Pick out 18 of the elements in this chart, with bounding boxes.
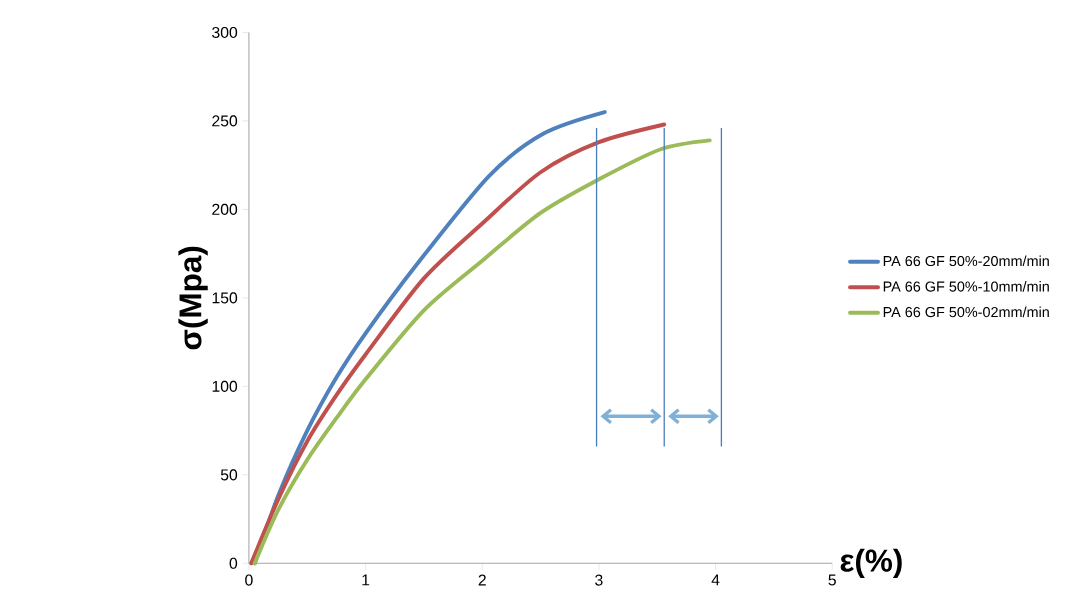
x-tick-label: 2	[478, 574, 486, 586]
y-tick-label: 250	[212, 115, 238, 127]
x-axis-title: ε(%)	[840, 548, 902, 578]
legend-label: PA 66 GF 50%-10mm/min	[883, 280, 1049, 292]
y-tick-label: 150	[212, 292, 238, 304]
x-tick-label: 5	[828, 574, 836, 586]
y-tick-label: 300	[212, 26, 238, 38]
y-tick-label: 100	[212, 380, 238, 392]
x-tick-label: 4	[711, 574, 720, 586]
y-axis-title: σ(Mpa)	[178, 246, 208, 350]
legend-label: PA 66 GF 50%-20mm/min	[883, 255, 1049, 266]
x-tick-label: 3	[595, 574, 603, 586]
y-tick-label: 0	[229, 557, 238, 569]
x-tick-label: 0	[245, 574, 253, 586]
x-tick-label: 1	[362, 574, 370, 586]
legend-label: PA 66 GF 50%-02mm/min	[883, 306, 1049, 317]
y-tick-label: 200	[212, 203, 238, 215]
y-tick-label: 50	[220, 469, 238, 481]
